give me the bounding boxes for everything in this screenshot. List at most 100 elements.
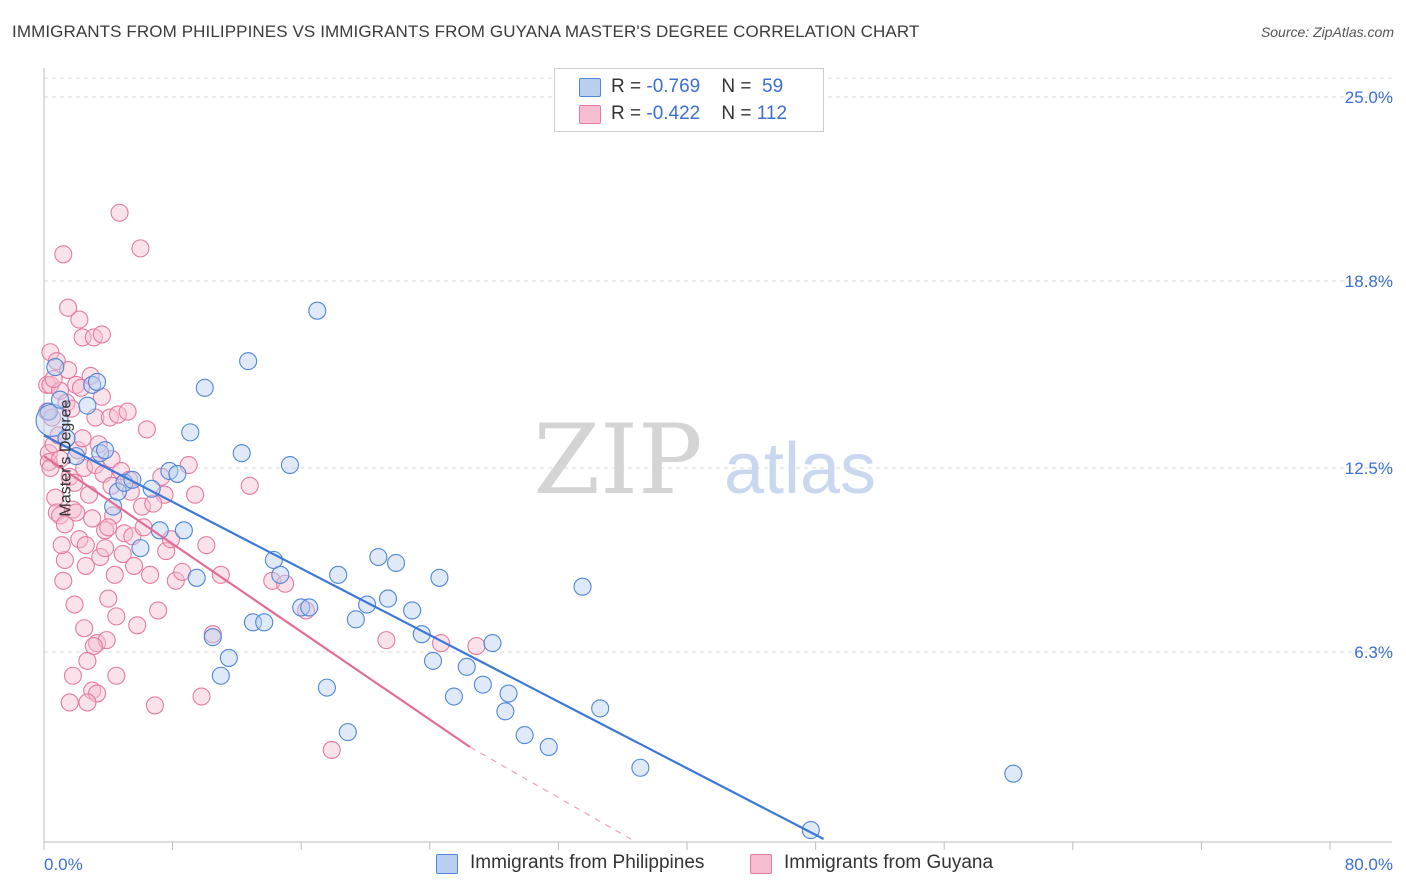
philippines-point [317, 678, 336, 697]
philippines-point [1004, 764, 1023, 783]
guyana-point [240, 476, 259, 495]
legend-text-philippines: R = -0.769 N = 59 [611, 76, 784, 97]
guyana-point [197, 536, 216, 555]
philippines-point [187, 568, 206, 587]
guyana-point [52, 536, 71, 555]
guyana-point [60, 693, 79, 712]
philippines-trend-line [43, 434, 825, 840]
guyana-point [144, 494, 163, 513]
philippines-point [423, 651, 443, 670]
guyana-point [42, 408, 62, 427]
watermark-atlas: atlas [724, 429, 876, 509]
philippines-point [195, 378, 214, 397]
guyana-point [105, 565, 124, 584]
guyana-point [73, 429, 92, 448]
philippines-point [539, 737, 558, 757]
guyana-point [76, 556, 95, 575]
philippines-point [369, 547, 388, 567]
guyana-point [76, 536, 95, 555]
guyana-point [118, 402, 137, 421]
x-tick-label: 80.0% [1345, 855, 1393, 874]
guyana-point [84, 637, 103, 656]
bottom-legend-swatch-pink [750, 854, 772, 874]
trend-lines [43, 434, 825, 840]
y-tick-label: 12.5% [1345, 459, 1393, 478]
y-tick-label: 18.8% [1345, 272, 1393, 291]
guyana-point [91, 547, 110, 567]
philippines-point [329, 565, 348, 584]
guyana-point [59, 298, 78, 317]
philippines-point [83, 375, 102, 394]
philippines-point [300, 598, 319, 617]
guyana-point [128, 616, 147, 635]
philippines-point [91, 444, 110, 463]
y-axis-label: Master's Degree [57, 399, 75, 517]
guyana-point [60, 467, 79, 486]
guyana-point [322, 740, 341, 759]
guyana-point [166, 571, 185, 590]
source-label: Source: ZipAtlas.com [1260, 24, 1394, 40]
guyana-point [96, 521, 115, 540]
philippines-point [403, 601, 422, 620]
guyana-point [110, 203, 129, 222]
philippines-point [308, 301, 327, 320]
guyana-point [99, 589, 118, 608]
philippines-point [255, 613, 274, 632]
philippines-point [78, 396, 97, 415]
watermark: ZIP atlas [533, 404, 876, 516]
guyana-point [83, 509, 102, 528]
guyana-point [92, 325, 111, 344]
guyana-point [65, 595, 84, 614]
philippines-point [96, 441, 115, 460]
guyana-point [276, 574, 295, 593]
philippines-point [631, 758, 650, 777]
philippines-point [483, 634, 502, 653]
guyana-point [67, 375, 86, 394]
guyana-point [96, 539, 115, 558]
guyana-point [157, 542, 176, 561]
philippines-point [444, 687, 463, 706]
guyana-point [78, 693, 97, 712]
guyana-trend-extension [469, 746, 632, 840]
philippines-point [46, 358, 65, 377]
philippines-point [499, 684, 518, 703]
philippines-point [35, 403, 69, 438]
philippines-point [203, 628, 222, 647]
philippines-point [457, 657, 476, 676]
guyana-point [133, 497, 152, 516]
guyana-point [55, 515, 74, 534]
guyana-point [54, 245, 73, 264]
philippines-point [181, 423, 200, 442]
chart-title: IMMIGRANTS FROM PHILIPPINES VS IMMIGRANT… [12, 22, 920, 41]
philippines-point [39, 402, 58, 421]
guyana-point [467, 637, 486, 656]
y-tick-label: 6.3% [1354, 643, 1393, 662]
y-tick-label: 25.0% [1345, 88, 1393, 107]
guyana-point [46, 488, 65, 507]
guyana-point [296, 601, 316, 620]
guyana-point [70, 310, 89, 329]
bottom-legend-swatch-blue [436, 854, 458, 874]
philippines-point [239, 352, 258, 371]
guyana-point [192, 687, 211, 706]
philippines-point [338, 723, 357, 742]
philippines-point [168, 464, 187, 483]
philippines-point [280, 455, 299, 475]
guyana-point [102, 450, 121, 469]
watermark-zip: ZIP [533, 404, 702, 516]
guyana-point [141, 565, 160, 584]
x-tick-label: 0.0% [44, 855, 83, 874]
guyana-point [137, 420, 156, 439]
tick-labels: 6.3% 12.5% 18.8% 25.0% 0.0% 80.0% [44, 88, 1393, 874]
guyana-point [113, 545, 132, 564]
guyana-point [67, 503, 86, 522]
guyana-point [41, 375, 60, 394]
philippines-point [271, 565, 290, 584]
philippines-point [591, 699, 610, 718]
guyana-points [38, 203, 486, 759]
philippines-point [131, 539, 150, 558]
philippines-point [123, 470, 142, 489]
guyana-point [145, 696, 164, 715]
philippines-point [232, 444, 251, 463]
guyana-point [55, 550, 74, 570]
